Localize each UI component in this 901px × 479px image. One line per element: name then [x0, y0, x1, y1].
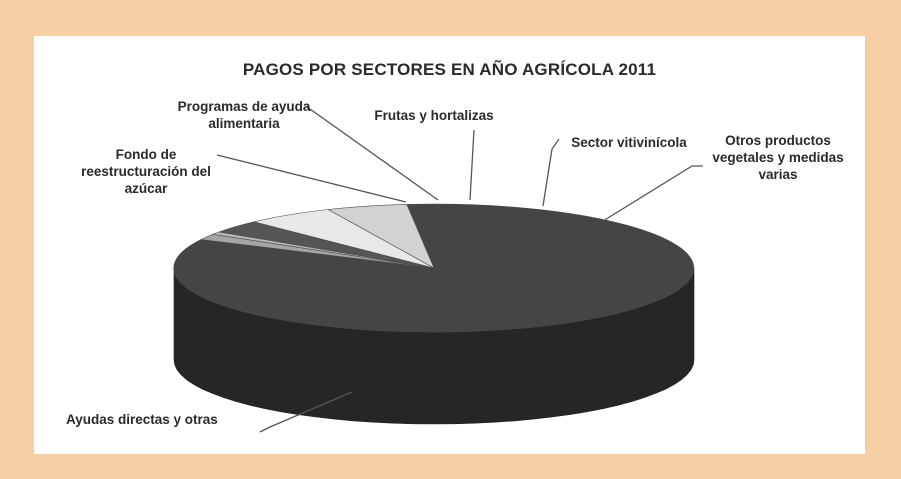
leader-line [216, 154, 407, 203]
slice-label: Programas de ayuda alimentaria [178, 99, 311, 131]
slice-label: Otros productos vegetales y medidas varias [712, 133, 843, 182]
chart-frame: PAGOS POR SECTORES EN AÑO AGRÍCOLA 2011 … [34, 36, 865, 454]
leader-line [542, 138, 560, 207]
pie-slice [327, 204, 435, 269]
chart-title: PAGOS POR SECTORES EN AÑO AGRÍCOLA 2011 [242, 60, 657, 79]
pie-chart: Ayudas directas y otras Fondo de reestruct… [66, 99, 844, 433]
leader-line [469, 129, 475, 201]
slice-label: Frutas y hortalizas [374, 108, 493, 123]
leader-line [259, 391, 353, 433]
leader-line [305, 105, 439, 201]
slice-label: Ayudas directas y otras [66, 412, 218, 427]
slice-label: Fondo de reestructuración del azúcar [81, 147, 211, 196]
leader-line [602, 165, 703, 222]
slice-label: Sector vitivinícola [571, 135, 687, 150]
